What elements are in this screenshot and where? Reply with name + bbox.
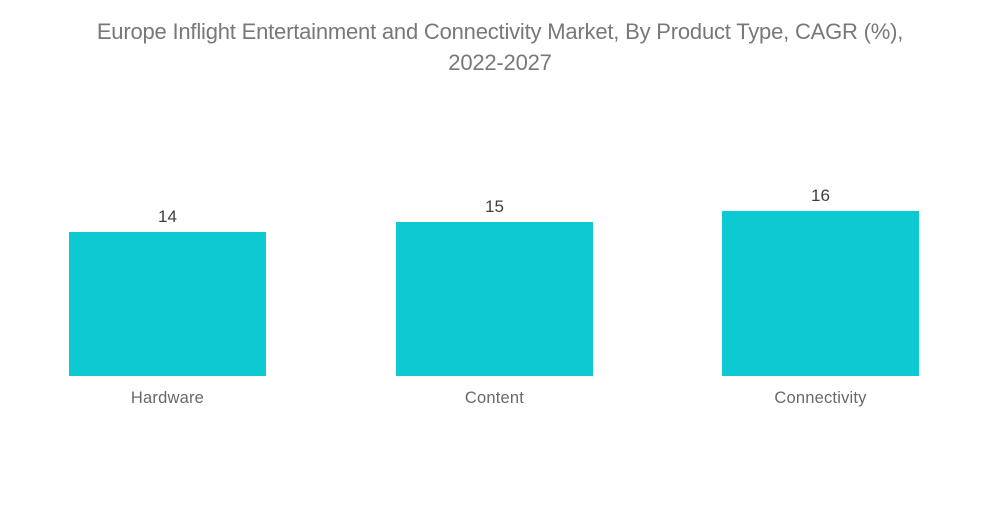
value-label: 14 [158, 206, 177, 226]
bar-connectivity [722, 211, 919, 376]
chart-canvas: { "title_line1": "Europe Inflight Entert… [0, 16, 1000, 520]
category-label: Hardware [130, 389, 205, 407]
bar-group-content: 15 Content [396, 197, 593, 409]
bar-group-connectivity: 16 Connectivity [722, 186, 919, 408]
chart-title: Europe Inflight Entertainment and Connec… [30, 16, 970, 78]
value-label: 16 [811, 186, 830, 206]
bar-group-hardware: 14 Hardware [69, 207, 266, 408]
category-label: Connectivity [774, 389, 867, 407]
chart-title-line-1: Europe Inflight Entertainment and Connec… [96, 19, 904, 44]
chart-title-line-2: 2022-2027 [448, 50, 552, 75]
value-label: 15 [485, 196, 504, 216]
bar-content [396, 221, 593, 376]
bar-hardware [69, 231, 266, 376]
category-label: Content [464, 389, 525, 407]
bar-chart-figure: Europe Inflight Entertainment and Connec… [0, 16, 1000, 520]
plot-area: 14 Hardware 15 Content 16 Connectivity [0, 150, 1000, 408]
